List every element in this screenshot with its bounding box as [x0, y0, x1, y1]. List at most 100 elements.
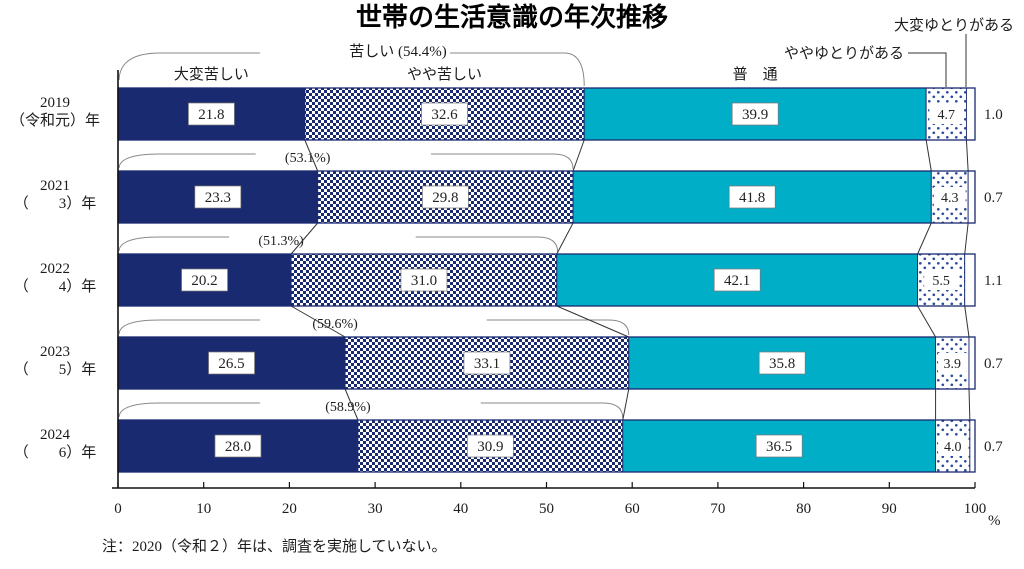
- bar-row-2024: 28.0 30.9 36.5 4.0 0.7: [117, 419, 1003, 473]
- label-futsuu: 普 通: [733, 66, 778, 83]
- bar-row-2021: 23.3 29.8 41.8 4.3 0.7: [117, 170, 1003, 224]
- connector-line: [344, 388, 359, 421]
- value-box: [400, 268, 448, 292]
- bar-row-2022: 20.2 31.0 42.1 5.5 1.1: [117, 253, 1003, 307]
- value-box: [938, 353, 967, 373]
- connector-line: [968, 388, 971, 421]
- year-label-2019: 2019 （令和元）年: [4, 94, 106, 130]
- connector-line: [964, 222, 969, 255]
- year-label-2023: 2023 （ 5）年: [4, 343, 106, 379]
- connector-line: [622, 388, 630, 421]
- label-yaya-yutori: ややゆとりがある: [784, 45, 904, 62]
- x-tick-label: 60: [625, 501, 640, 517]
- x-tick-label: 10: [196, 501, 211, 517]
- brace-right: [486, 319, 630, 336]
- value-box: [728, 185, 776, 209]
- x-tick-label: 40: [453, 501, 468, 517]
- bar-row-2019: 21.8 32.6 39.9 4.7 1.0: [117, 87, 1003, 141]
- x-tick-label: 90: [882, 501, 897, 517]
- value-label: 30.9: [477, 439, 503, 455]
- value-box: [208, 351, 255, 375]
- value-box: [194, 185, 242, 209]
- brace-right: [431, 153, 574, 170]
- value-label: 33.1: [474, 356, 500, 372]
- segment-大変ゆとりがある: [968, 336, 976, 390]
- value-label: 41.8: [739, 190, 765, 206]
- connector-line: [290, 305, 346, 338]
- segment-大変ゆとりがある: [969, 419, 976, 473]
- value-box: [422, 185, 469, 209]
- value-label: 28.0: [225, 439, 251, 455]
- outside-value-label: 1.1: [984, 273, 1003, 289]
- value-box: [188, 102, 235, 126]
- brace-left: [118, 402, 260, 418]
- chart-title: 世帯の生活意識の年次推移: [355, 2, 668, 32]
- year-label-line2: （ 3）年: [13, 196, 97, 212]
- struggling-total-label: (59.6%): [312, 317, 358, 332]
- value-box: [938, 436, 968, 456]
- year-label-line1: 2022: [40, 261, 70, 277]
- x-tick-label: 70: [710, 501, 725, 517]
- value-label: 4.7: [938, 108, 956, 123]
- x-tick-label: 80: [796, 501, 811, 517]
- brace-left: [118, 52, 260, 81]
- value-label: 32.6: [431, 107, 458, 123]
- year-label-2021: 2021 （ 3）年: [4, 177, 106, 213]
- label-taihen-kurushii: 大変苦しい: [174, 66, 249, 83]
- connector-line: [964, 305, 970, 338]
- connector-line: [917, 305, 937, 338]
- year-label-line2: （ 4）年: [13, 279, 97, 295]
- segment-connectors: [290, 139, 971, 421]
- value-box: [731, 102, 779, 126]
- value-label: 23.3: [205, 190, 231, 206]
- outside-value-label: 1.0: [984, 107, 1003, 123]
- value-label: 26.5: [218, 356, 244, 372]
- year-label-2022: 2022 （ 4）年: [4, 260, 106, 296]
- value-box: [933, 187, 966, 207]
- value-label: 42.1: [724, 273, 750, 289]
- value-label: 36.5: [766, 439, 792, 455]
- brace-right: [480, 402, 624, 419]
- connector-line: [556, 222, 574, 255]
- axes: 0 10 20 30 40 50 60 70 80 90 100%: [112, 70, 1001, 529]
- label-yaya-kurushii: やや苦しい: [407, 66, 482, 83]
- connector-line: [290, 222, 319, 255]
- value-label: 21.8: [198, 107, 224, 123]
- year-label-line1: 2019: [40, 95, 70, 111]
- struggling-total-label: (58.9%): [325, 400, 371, 415]
- struggling-total-label: (53.1%): [285, 151, 331, 166]
- connector-line: [304, 139, 319, 172]
- bars: 21.8 32.6 39.9 4.7 1.0 23.3 29.8 41.8 4.3 0.7 20.2…: [117, 87, 1003, 473]
- label-taihen-yutori: 大変ゆとりがある: [894, 17, 1014, 34]
- value-box: [924, 270, 959, 290]
- struggling-total-label: (51.3%): [258, 234, 304, 249]
- brace-left: [118, 236, 230, 252]
- x-tick-label: 100: [964, 501, 987, 517]
- connector-line: [925, 139, 932, 172]
- connector-line: [572, 139, 585, 172]
- value-box: [181, 268, 228, 292]
- brace-left: [118, 319, 260, 335]
- segment-大変ゆとりがある: [967, 170, 976, 224]
- year-label-line1: 2023: [40, 344, 70, 360]
- brace-right: [450, 52, 585, 87]
- segment-大変ゆとりがある: [964, 253, 976, 307]
- value-label: 5.5: [932, 274, 950, 289]
- connector-line: [965, 139, 969, 172]
- year-label-2024: 2024 （ 6）年: [4, 426, 106, 462]
- value-label: 39.9: [742, 107, 768, 123]
- x-tick-label: 30: [368, 501, 383, 517]
- leader-yaya-yutori: [908, 52, 947, 87]
- footnote: 注：2020（令和２）年は、調査を実施していない。: [102, 539, 447, 555]
- value-box: [713, 268, 761, 292]
- x-tick-label: 20: [282, 501, 297, 517]
- value-label: 4.0: [944, 440, 962, 455]
- outside-value-label: 0.7: [984, 439, 1003, 455]
- year-label-line1: 2021: [40, 178, 70, 194]
- x-tick-label: 50: [539, 501, 554, 517]
- year-label-line2: （令和元）年: [9, 113, 100, 129]
- value-label: 29.8: [432, 190, 458, 206]
